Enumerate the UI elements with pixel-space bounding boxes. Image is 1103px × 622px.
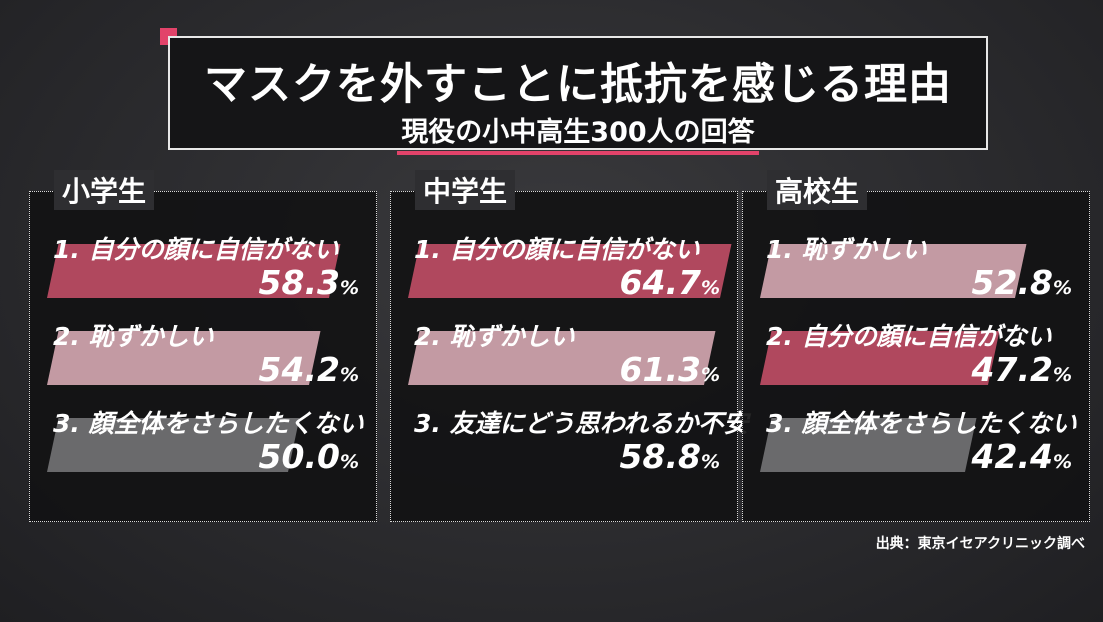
panel-title-junior-high: 中学生 — [415, 170, 516, 210]
item-value-elementary-2: 54.2% — [179, 350, 359, 389]
item-value-high-school-3: 42.4% — [892, 437, 1072, 476]
chart-subtitle: 現役の小中高生300人の回答 — [170, 110, 986, 155]
value-unit: % — [1052, 277, 1072, 299]
value-number: 58.3 — [258, 263, 340, 302]
chart-title: マスクを外すことに抵抗を感じる理由 — [204, 60, 952, 110]
item-value-junior-high-1: 64.7% — [540, 263, 720, 302]
item-label-junior-high-3: 3. 友達にどう思われるか不安 — [414, 409, 749, 438]
value-unit: % — [339, 277, 359, 299]
value-unit: % — [700, 277, 720, 299]
panel-title-high-school: 高校生 — [767, 170, 868, 210]
item-label-high-school-2: 2. 自分の顔に自信がない — [766, 322, 1052, 351]
value-number: 47.2 — [971, 350, 1053, 389]
item-label-elementary-2: 2. 恥ずかしい — [53, 322, 214, 351]
value-unit: % — [339, 451, 359, 473]
value-number: 61.3 — [619, 350, 701, 389]
value-unit: % — [700, 451, 720, 473]
item-value-junior-high-2: 61.3% — [540, 350, 720, 389]
item-value-high-school-2: 47.2% — [892, 350, 1072, 389]
panel-title-elementary: 小学生 — [54, 170, 155, 210]
item-label-elementary-1: 1. 自分の顔に自信がない — [53, 235, 339, 264]
value-unit: % — [1052, 451, 1072, 473]
value-number: 54.2 — [258, 350, 340, 389]
value-unit: % — [700, 364, 720, 386]
item-label-high-school-3: 3. 顔全体をさらしたくない — [766, 409, 1077, 438]
item-label-junior-high-2: 2. 恥ずかしい — [414, 322, 575, 351]
item-value-elementary-1: 58.3% — [179, 263, 359, 302]
item-value-junior-high-3: 58.8% — [540, 437, 720, 476]
value-unit: % — [339, 364, 359, 386]
value-number: 42.4 — [971, 437, 1053, 476]
item-label-junior-high-1: 1. 自分の顔に自信がない — [414, 235, 700, 264]
value-number: 58.8 — [619, 437, 701, 476]
value-number: 64.7 — [619, 263, 701, 302]
item-label-elementary-3: 3. 顔全体をさらしたくない — [53, 409, 364, 438]
value-unit: % — [1052, 364, 1072, 386]
item-value-high-school-1: 52.8% — [892, 263, 1072, 302]
value-number: 50.0 — [258, 437, 340, 476]
source-note: 出典：東京イセアクリニック調べ — [875, 536, 1085, 552]
item-label-high-school-1: 1. 恥ずかしい — [766, 235, 927, 264]
chart-subtitle-text: 現役の小中高生300人の回答 — [397, 110, 759, 155]
value-number: 52.8 — [971, 263, 1053, 302]
item-value-elementary-3: 50.0% — [179, 437, 359, 476]
title-box: マスクを外すことに抵抗を感じる理由 現役の小中高生300人の回答 — [168, 36, 988, 155]
